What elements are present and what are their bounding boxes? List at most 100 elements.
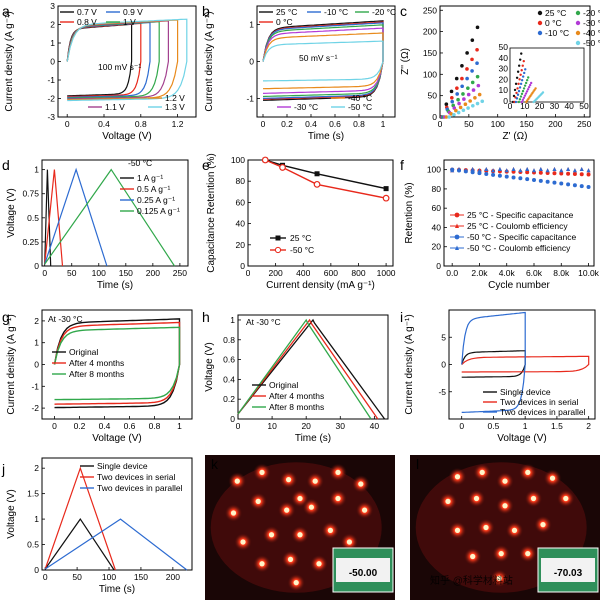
- y-tick-label: 200: [423, 27, 437, 37]
- gcd-curve: [44, 518, 188, 571]
- inset-x-tick-label: 40: [564, 101, 574, 111]
- inset-y-tick-label: 50: [499, 42, 509, 52]
- x-axis-label: Current density (mA g⁻¹): [266, 280, 375, 291]
- x-axis-label: Time (s): [99, 584, 135, 595]
- x-tick-label: 0.4: [99, 421, 111, 431]
- inset-data-point: [515, 97, 519, 100]
- cv-curve: [66, 21, 160, 99]
- y-axis-label: Z'' (Ω): [400, 48, 411, 75]
- x-tick-label: 0: [246, 268, 251, 278]
- data-point: [465, 76, 469, 81]
- led-core: [240, 539, 246, 545]
- led-core: [259, 561, 265, 567]
- legend-entry: After 8 months: [269, 402, 324, 412]
- x-tick-label: 0: [236, 421, 241, 431]
- data-point: [466, 86, 470, 90]
- y-tick-label: -2: [31, 403, 39, 413]
- plot-frame: [237, 314, 389, 420]
- data-point: [525, 177, 530, 182]
- panel-letter-a: a: [2, 3, 10, 19]
- x-tick-label: 0.4: [305, 119, 317, 129]
- panel-e: 0 200 400 600 800 1000 0 20 40 60 80 100 Current den…: [206, 153, 396, 291]
- data-point: [261, 156, 269, 164]
- data-point: [463, 168, 468, 173]
- gcd-curve: [237, 318, 372, 420]
- data-point: [484, 167, 489, 172]
- x-tick-label: 0: [52, 421, 57, 431]
- led-core: [308, 504, 314, 510]
- x-tick-label: 1.5: [551, 421, 563, 431]
- gcd-curve: [44, 169, 64, 267]
- led-core: [259, 469, 265, 475]
- inset-data-point: [518, 98, 522, 101]
- legend-marker: [537, 10, 543, 16]
- data-point: [449, 111, 453, 116]
- inset-data-point: [517, 64, 521, 67]
- y-tick-label: -5: [438, 387, 446, 397]
- y-tick-label: 2: [34, 463, 39, 473]
- y-tick-label: 0: [230, 414, 235, 424]
- data-point: [484, 171, 489, 176]
- panel-f: 0.0 2.0k 4.0k 6.0k 8.0k 10.0k 0 20 40 60 80 100 Cycl…: [404, 159, 600, 291]
- y-tick-label: 0: [240, 261, 245, 271]
- y-tick-label: 20: [236, 240, 246, 250]
- legend-marker: [275, 235, 281, 241]
- y-tick-label: 60: [432, 203, 442, 213]
- data-point: [572, 183, 577, 188]
- y-tick-label: 0: [34, 360, 39, 370]
- gcd-curve: [44, 518, 115, 571]
- led-core: [502, 503, 508, 509]
- x-tick-label: 50: [464, 119, 474, 129]
- data-point: [450, 99, 455, 104]
- led-core: [470, 553, 476, 560]
- y-axis-label: Current density (A g⁻¹): [6, 314, 17, 414]
- data-point: [532, 178, 536, 183]
- cv-curve: [66, 18, 188, 102]
- x-tick-label: 200: [146, 268, 160, 278]
- inset-data-point: [519, 73, 522, 76]
- data-point: [475, 74, 480, 79]
- x-tick-label: 0: [65, 119, 70, 129]
- inset-data-point: [541, 91, 545, 94]
- x-axis-label: Cycle number: [488, 280, 550, 291]
- inset-data-point: [522, 96, 526, 99]
- inset-data-point: [527, 76, 530, 79]
- x-tick-label: 0.8: [149, 421, 161, 431]
- data-point: [518, 168, 523, 173]
- photo-k: k -50.00: [205, 455, 395, 600]
- data-point: [470, 80, 475, 85]
- data-point: [475, 101, 480, 106]
- led-core: [312, 478, 318, 484]
- legend-entry: 25 °C: [290, 233, 311, 243]
- data-point: [497, 167, 502, 172]
- x-tick-label: 1.2: [172, 119, 184, 129]
- led-core: [230, 510, 237, 516]
- inset-x-tick-label: 20: [535, 101, 545, 111]
- retention-line: [265, 159, 387, 199]
- data-point: [475, 47, 479, 52]
- legend-entry: 0.9 V: [123, 7, 143, 17]
- thermometer-screen: [541, 558, 595, 582]
- thermometer-screen: [336, 558, 390, 582]
- retention-line: [265, 159, 387, 190]
- inset-y-tick-label: 0: [503, 96, 508, 106]
- cv-curve: [262, 40, 384, 82]
- led-core: [540, 522, 546, 528]
- data-point: [447, 115, 452, 119]
- y-tick-label: 50: [428, 91, 438, 101]
- led-core: [496, 575, 502, 581]
- y-tick-label: 1: [34, 514, 39, 524]
- cv-curve: [66, 23, 133, 97]
- y-tick-label: 100: [231, 155, 245, 165]
- inset-data-point: [520, 79, 524, 82]
- gcd-curve: [44, 169, 52, 267]
- x-tick-label: 0.0: [446, 268, 458, 278]
- x-tick-label: 100: [491, 119, 505, 129]
- x-tick-label: 600: [324, 268, 338, 278]
- y-tick-label: 1: [249, 20, 254, 30]
- panel-letter-j: j: [1, 461, 5, 477]
- y-tick-label: 2: [34, 316, 39, 326]
- panel-letter-c: c: [400, 3, 407, 19]
- inset-x-tick-label: 30: [550, 101, 560, 111]
- y-tick-label: 250: [423, 5, 437, 15]
